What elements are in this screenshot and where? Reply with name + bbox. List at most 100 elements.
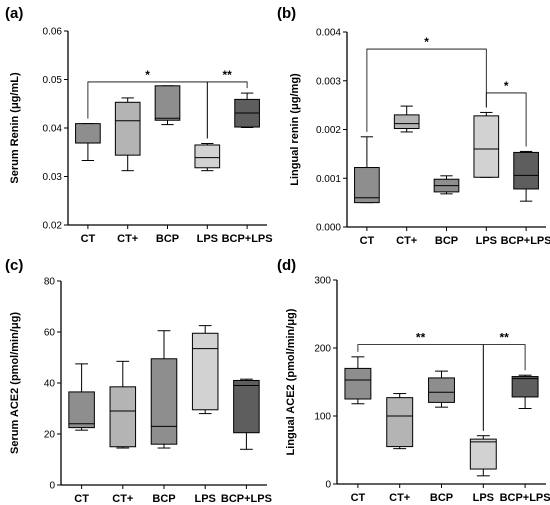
- y-tick-label: 0.03: [43, 172, 63, 183]
- significance-label: *: [504, 79, 509, 93]
- chart-panel-4: (d) Lingual ACE2 (pmol/min/μg) 0 100 200 300 C…: [277, 257, 550, 504]
- y-tick-label: 0.06: [43, 27, 63, 38]
- y-tick-label: 20: [44, 430, 56, 441]
- box-bcp: [428, 370, 455, 408]
- bracket-line: [357, 344, 484, 431]
- box-ct-: [114, 97, 141, 172]
- box-body: [191, 332, 219, 411]
- box-body: [194, 144, 221, 169]
- box-body: [154, 85, 181, 121]
- significance-bracket: *: [366, 35, 487, 132]
- y-tick-label: 0.004: [316, 28, 341, 39]
- box-body: [150, 358, 178, 445]
- significance-label: **: [416, 331, 426, 345]
- chart-panel-2: (b) Lingual renin (μg/mg) 0.000 0.001 0.002 0…: [277, 5, 550, 247]
- box-bcp-lps: [234, 92, 260, 129]
- x-tick-label: CT+: [117, 233, 138, 245]
- y-axis-title: Serum Renin (μg/mL): [9, 72, 21, 184]
- box-body: [344, 367, 372, 400]
- y-tick-label: 0.003: [316, 76, 341, 87]
- x-tick-label: LPS: [194, 493, 215, 505]
- box-body: [75, 123, 101, 144]
- x-tick-label: CT+: [396, 235, 417, 247]
- box-body: [354, 167, 380, 204]
- chart-panel-3: (c) Serum ACE2 (pmol/min/μg) 0 20 40 60 80 CT CT…: [5, 257, 272, 505]
- box-bcp-lps: [511, 374, 539, 410]
- box-lps: [473, 111, 500, 178]
- bracket-line: [366, 48, 487, 132]
- y-tick-label: 60: [44, 328, 56, 339]
- y-tick-label: 0: [325, 480, 331, 491]
- box-bcp: [150, 330, 178, 449]
- y-tick-label: 0.05: [43, 75, 63, 86]
- significance-bracket: **: [357, 331, 484, 431]
- y-tick-label: 0.02: [43, 221, 63, 232]
- box-body: [109, 386, 137, 448]
- x-tick-label: CT: [74, 493, 89, 505]
- x-tick-label: CT: [81, 233, 96, 245]
- x-tick-label: BCP: [435, 235, 458, 247]
- significance-label: *: [145, 68, 150, 82]
- y-tick-label: 80: [44, 277, 56, 288]
- bracket-line: [87, 81, 208, 139]
- x-tick-label: BCP+LPS: [501, 235, 550, 247]
- box-ct-: [109, 360, 137, 449]
- box-body: [513, 151, 539, 190]
- box-ct: [75, 123, 101, 161]
- box-bcp: [154, 85, 181, 126]
- y-axis-title: Serum ACE2 (pmol/min/μg): [9, 312, 21, 454]
- significance-bracket: *: [485, 79, 527, 147]
- significance-label: **: [223, 68, 233, 82]
- box-ct-: [393, 105, 420, 133]
- x-tick-label: CT: [360, 235, 375, 247]
- significance-bracket: **: [206, 68, 248, 139]
- box-lps: [194, 143, 221, 172]
- y-tick-label: 300: [314, 276, 331, 287]
- box-ct: [354, 136, 380, 204]
- box-bcp-lps: [513, 150, 539, 202]
- significance-bracket: **: [482, 331, 526, 431]
- box-bcp-lps: [233, 378, 260, 450]
- bracket-line: [485, 92, 527, 147]
- box-body: [393, 114, 420, 130]
- y-axis-title: Lingual ACE2 (pmol/min/μg): [285, 308, 297, 455]
- box-body: [233, 379, 260, 434]
- y-tick-label: 0.000: [316, 223, 341, 234]
- box-body: [114, 101, 141, 156]
- box-body: [473, 115, 500, 178]
- y-tick-label: 200: [314, 344, 331, 355]
- y-tick-label: 40: [44, 379, 56, 390]
- y-tick-label: 0: [49, 481, 55, 492]
- panel-label: (d): [277, 257, 296, 274]
- x-tick-label: BCP: [152, 493, 175, 505]
- x-tick-label: LPS: [197, 233, 218, 245]
- x-tick-label: CT: [351, 492, 366, 504]
- bracket-line: [482, 344, 526, 431]
- box-lps: [469, 435, 497, 477]
- x-tick-label: CT+: [112, 493, 133, 505]
- bracket-line: [206, 81, 248, 139]
- y-tick-label: 100: [314, 412, 331, 423]
- significance-label: **: [500, 331, 510, 345]
- y-tick-label: 0.001: [316, 174, 341, 185]
- box-body: [428, 377, 455, 403]
- significance-label: *: [424, 35, 429, 49]
- x-tick-label: BCP+LPS: [221, 493, 272, 505]
- x-tick-label: BCP: [430, 492, 453, 504]
- y-axis-title: Lingual renin (μg/mg): [289, 73, 301, 186]
- x-tick-label: LPS: [473, 492, 494, 504]
- box-ct: [68, 363, 95, 431]
- x-tick-label: CT+: [389, 492, 410, 504]
- x-tick-label: LPS: [476, 235, 497, 247]
- box-bcp: [433, 175, 460, 195]
- chart-panel-1: (a) Serum Renin (μg/mL) 0.02 0.03 0.04 0.05 0.…: [5, 5, 273, 245]
- box-body: [511, 376, 539, 398]
- box-lps: [191, 325, 219, 415]
- panel-label: (a): [5, 5, 23, 22]
- x-tick-label: BCP: [156, 233, 179, 245]
- panel-label: (b): [277, 5, 296, 22]
- y-tick-label: 0.04: [43, 124, 63, 135]
- box-body: [469, 438, 497, 470]
- box-ct-: [386, 393, 414, 450]
